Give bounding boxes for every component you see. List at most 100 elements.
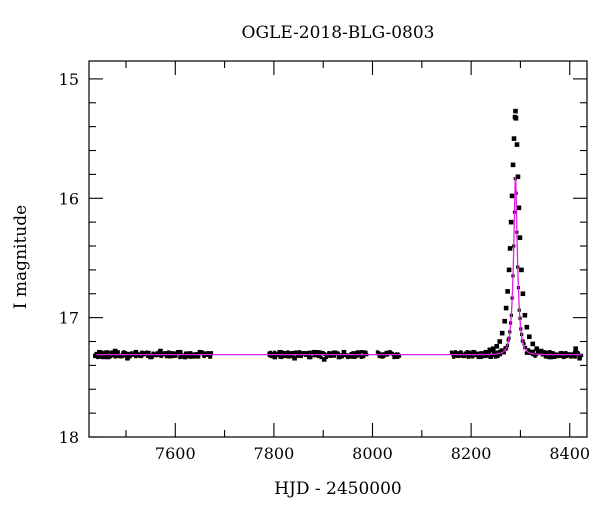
data-point [494,353,498,357]
data-point [280,350,284,354]
data-point [513,115,519,121]
data-point [502,318,507,324]
data-point [138,353,144,359]
data-point [93,353,98,359]
data-point [509,193,515,199]
data-point [145,354,150,358]
x-tick-label: 8000 [352,444,393,463]
data-point [177,349,183,355]
data-point [105,354,111,360]
data-point [341,349,347,355]
data-point [495,350,499,354]
data-point [516,205,522,211]
data-point [559,354,563,358]
data-point [548,350,552,354]
data-point [498,353,502,357]
data-point [121,354,125,358]
data-point [469,352,473,356]
data-point [563,353,569,359]
data-point [452,355,456,359]
data-point [572,350,577,355]
data-point [522,342,526,346]
data-point [508,219,514,225]
data-point [362,351,368,356]
data-point [476,355,480,360]
x-tick-label: 7600 [155,444,196,463]
x-axis-label: HJD - 2450000 [274,479,402,499]
data-point [531,349,536,353]
data-point [307,354,312,360]
data-point [287,355,291,359]
data-point [524,324,530,330]
y-tick-label: 15 [59,70,79,89]
data-point [530,341,536,347]
y-tick-label: 16 [59,189,79,208]
data-point [360,350,364,354]
data-point [362,355,366,359]
data-point [208,351,214,356]
data-point [496,354,500,359]
data-point [121,351,126,356]
data-point [456,351,462,356]
data-point [538,348,544,354]
data-point [316,353,322,359]
data-point [287,351,292,356]
data-point [283,351,287,355]
data-point [158,348,163,354]
data-point [534,346,540,351]
data-point [167,350,171,354]
data-point [493,351,497,355]
data-point [576,351,581,355]
data-point [163,351,168,356]
tick-labels: 7600 7800 8000 8200 8400 15 16 17 18 [59,70,590,463]
x-tick-label: 7800 [254,444,295,463]
data-point [178,355,182,360]
data-point [497,339,503,344]
data-point [147,350,151,354]
data-point [551,351,555,355]
data-point [116,350,120,354]
data-point [543,351,549,356]
data-point [483,349,489,355]
data-point [515,174,521,180]
data-point [302,351,307,356]
data-point [457,354,461,358]
data-point [527,348,531,352]
data-point [190,355,195,359]
data-point [340,355,344,359]
data-point [171,354,175,359]
y-tick-label: 17 [59,309,79,328]
data-point [125,355,130,361]
data-point [354,355,358,359]
data-point [573,355,577,359]
data-point [558,351,564,356]
data-point [505,289,510,294]
data-point [460,351,464,355]
data-point [148,354,153,360]
data-point [197,355,201,359]
data-point [331,351,337,356]
data-point [510,162,516,168]
data-point [523,345,528,350]
data-point [279,355,284,360]
data-point [487,351,491,355]
data-point [577,355,582,361]
plot-frame [88,60,588,438]
data-point [487,347,493,353]
model-curve [96,176,583,356]
data-point [272,354,278,360]
data-point [493,355,498,359]
data-point [324,355,329,360]
data-point [187,351,193,356]
chart-title: OGLE-2018-BLG-0803 [242,23,435,43]
data-point [492,353,496,357]
x-tick-label: 8400 [549,444,590,463]
data-point [479,351,485,356]
data-point [494,343,500,349]
data-point [112,348,118,354]
data-point [502,351,506,355]
data-point [511,136,517,141]
data-point [192,353,198,359]
data-point [117,353,122,359]
data-point [490,355,494,359]
